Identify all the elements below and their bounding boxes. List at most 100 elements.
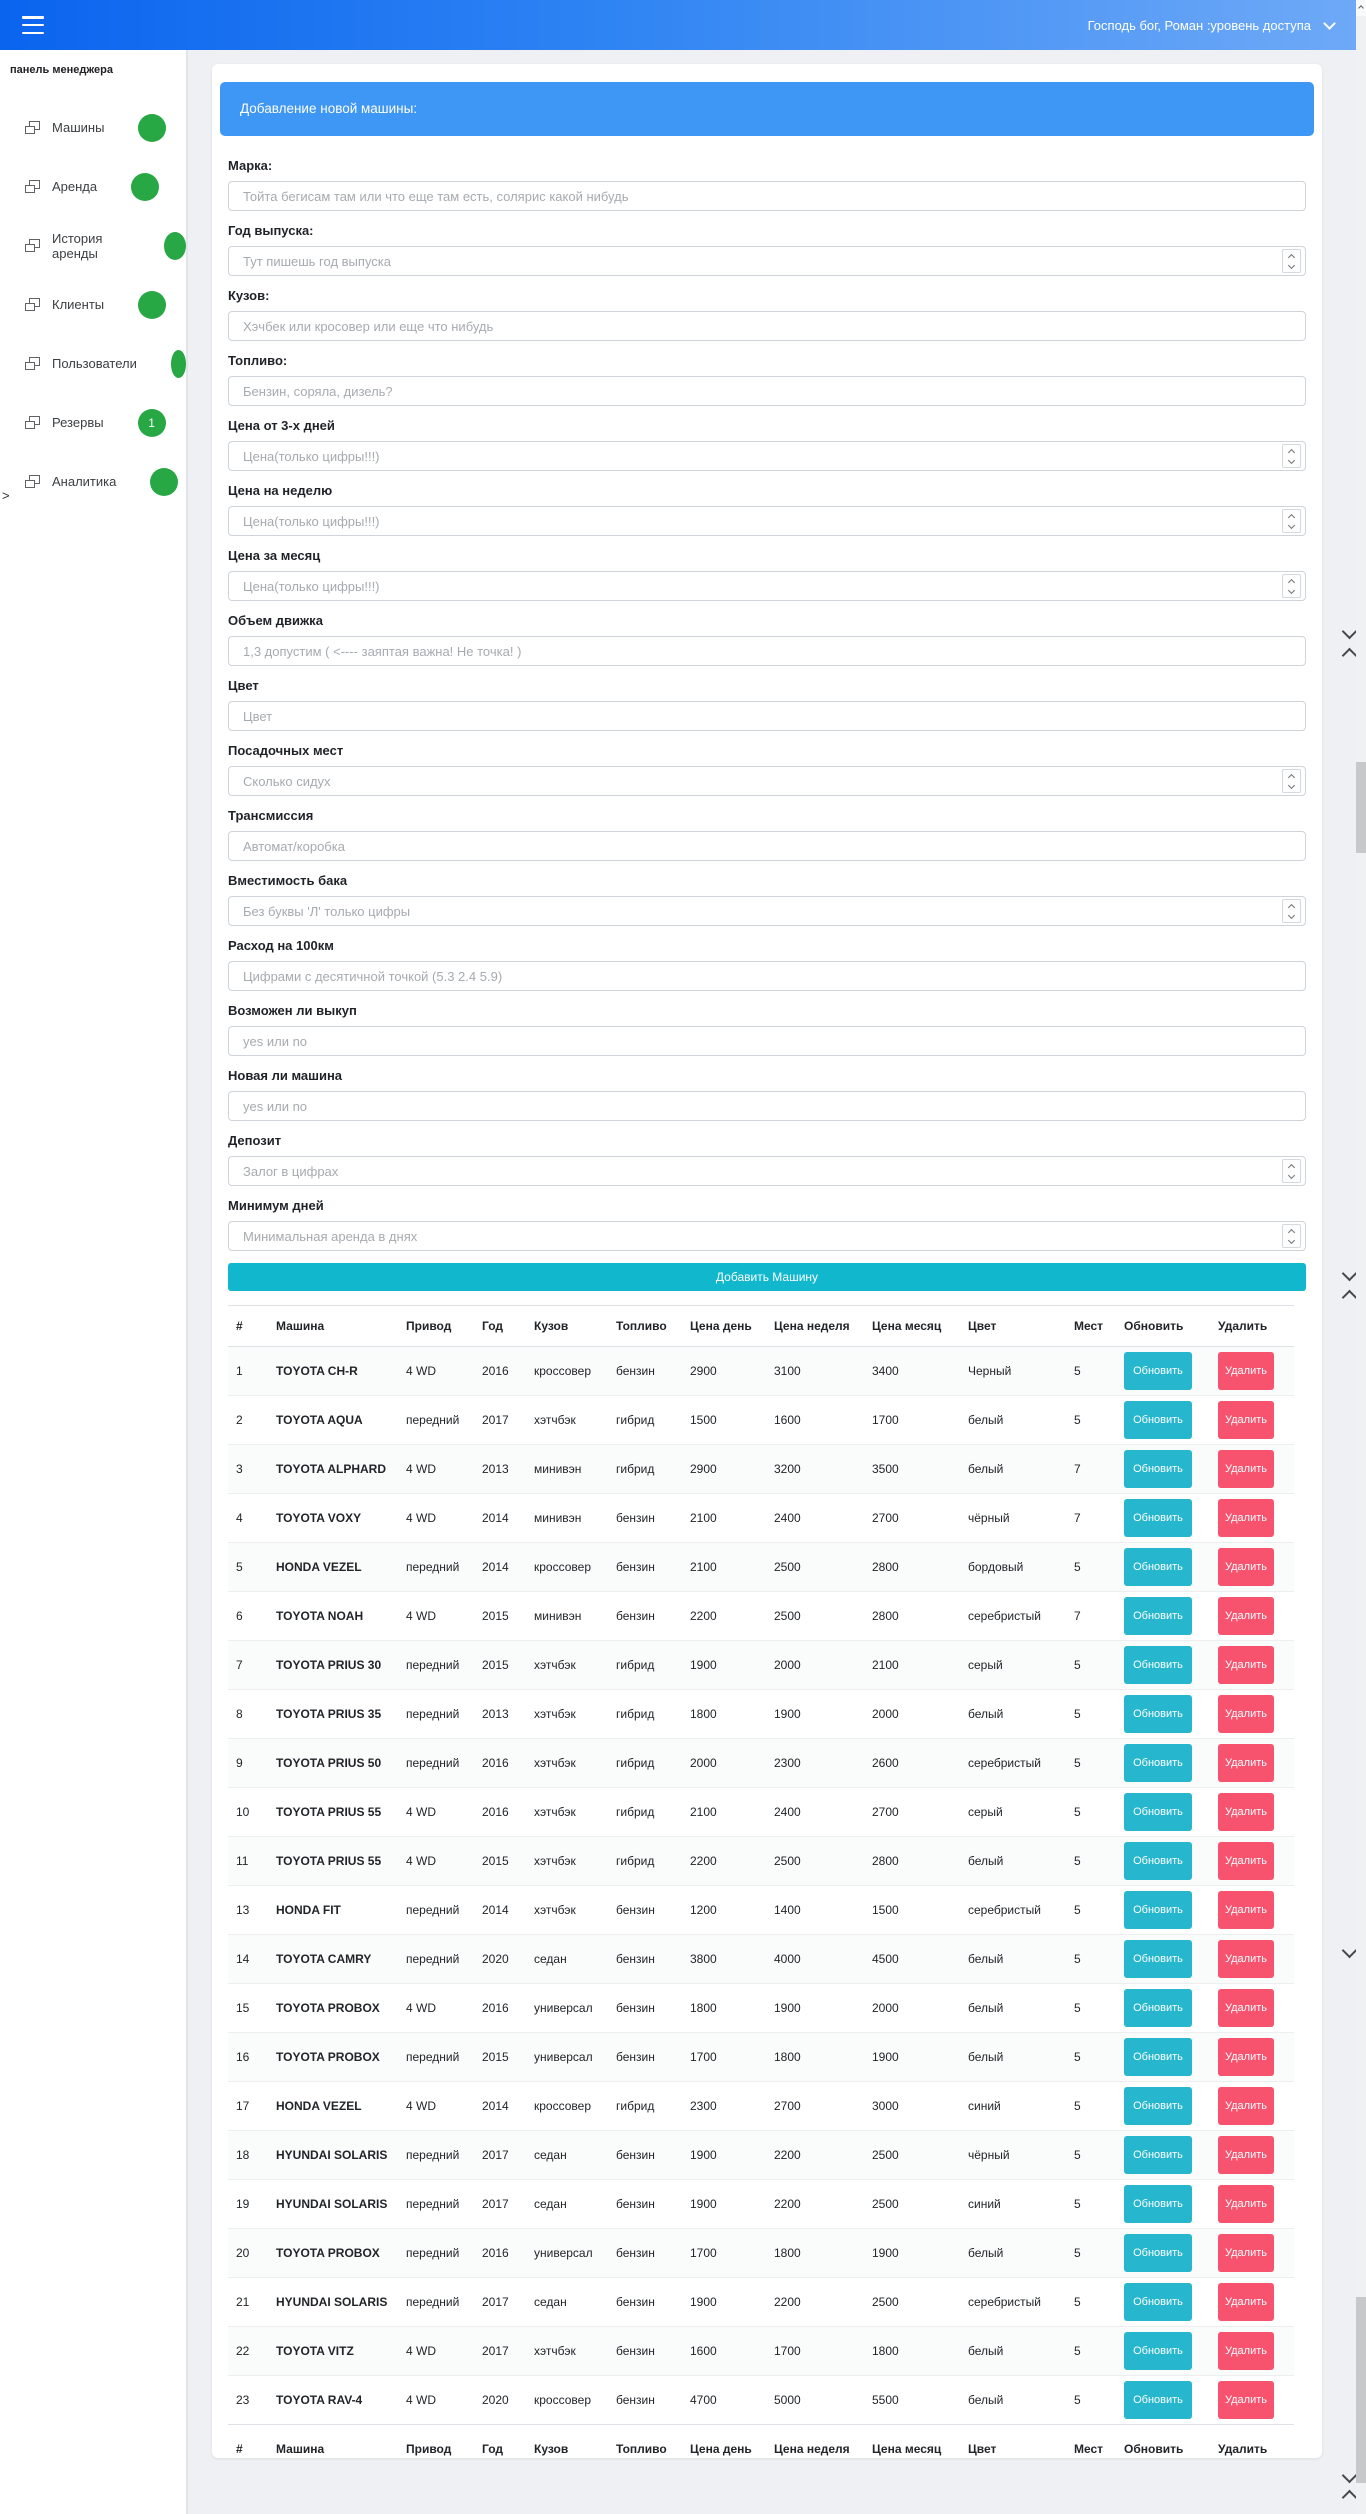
update-button[interactable]: Обновить — [1124, 2185, 1192, 2223]
update-button[interactable]: Обновить — [1124, 1793, 1192, 1831]
field-input-8[interactable] — [228, 701, 1306, 731]
update-button[interactable]: Обновить — [1124, 1499, 1192, 1537]
sidebar-item-2[interactable]: История аренды — [0, 216, 186, 275]
update-button[interactable]: Обновить — [1124, 1940, 1192, 1978]
table-row: 16 TOYOTA PROBOX передний 2015 универсал… — [228, 2032, 1294, 2082]
update-button[interactable]: Обновить — [1124, 1891, 1192, 1929]
delete-button[interactable]: Удалить — [1218, 2332, 1274, 2370]
delete-button[interactable]: Удалить — [1218, 1548, 1274, 1586]
number-spinner[interactable] — [1282, 1224, 1301, 1248]
number-spinner[interactable] — [1282, 1159, 1301, 1183]
delete-button[interactable]: Удалить — [1218, 1646, 1274, 1684]
delete-button[interactable]: Удалить — [1218, 1793, 1274, 1831]
field-input-15[interactable] — [228, 1156, 1306, 1186]
update-button[interactable]: Обновить — [1124, 2234, 1192, 2272]
update-button[interactable]: Обновить — [1124, 2332, 1192, 2370]
sidebar-item-3[interactable]: Клиенты — [0, 275, 186, 334]
cell-fuel: гибрид — [608, 1444, 682, 1494]
form-field: Цена от 3-х дней — [228, 418, 1306, 471]
cell-price-day: 2100 — [682, 1787, 766, 1837]
delete-button[interactable]: Удалить — [1218, 2283, 1274, 2321]
sidebar-item-6[interactable]: Аналитика — [0, 452, 186, 511]
delete-button[interactable]: Удалить — [1218, 1597, 1274, 1635]
delete-button[interactable]: Удалить — [1218, 1401, 1274, 1439]
column-header: Цена неделя — [766, 1305, 864, 1347]
cell-price-day: 1600 — [682, 2326, 766, 2376]
cell-fuel: бензин — [608, 1591, 682, 1641]
field-input-5[interactable] — [228, 506, 1306, 536]
delete-button[interactable]: Удалить — [1218, 2185, 1274, 2223]
delete-button[interactable]: Удалить — [1218, 1450, 1274, 1488]
update-button[interactable]: Обновить — [1124, 1695, 1192, 1733]
field-input-14[interactable] — [228, 1091, 1306, 1121]
number-spinner[interactable] — [1282, 444, 1301, 468]
delete-button[interactable]: Удалить — [1218, 2038, 1274, 2076]
scrollbar-thumb[interactable] — [1356, 2297, 1366, 2483]
field-input-1[interactable] — [228, 246, 1306, 276]
sidebar-item-4[interactable]: Пользователи — [0, 334, 186, 393]
cell-price-month: 3400 — [872, 1364, 899, 1378]
delete-button[interactable]: Удалить — [1218, 2381, 1274, 2419]
cell-car-name: HONDA FIT — [268, 1885, 398, 1935]
browser-scrollbar[interactable] — [1356, 0, 1366, 2514]
update-button[interactable]: Обновить — [1124, 2381, 1192, 2419]
update-button[interactable]: Обновить — [1124, 2087, 1192, 2125]
update-button[interactable]: Обновить — [1124, 1450, 1192, 1488]
field-input-12[interactable] — [228, 961, 1306, 991]
user-menu[interactable]: Господь бог, Роман :уровень доступа — [1088, 17, 1336, 33]
update-button[interactable]: Обновить — [1124, 1744, 1192, 1782]
cell-update: Обновить — [1116, 1836, 1210, 1886]
field-input-7[interactable] — [228, 636, 1306, 666]
sidebar-item-5[interactable]: Резервы 1 — [0, 393, 186, 452]
field-input-2[interactable] — [228, 311, 1306, 341]
delete-button[interactable]: Удалить — [1218, 2234, 1274, 2272]
scroll-down-icon — [1341, 1942, 1358, 1959]
number-spinner[interactable] — [1282, 899, 1301, 923]
update-button[interactable]: Обновить — [1124, 1646, 1192, 1684]
field-input-10[interactable] — [228, 831, 1306, 861]
delete-button[interactable]: Удалить — [1218, 1842, 1274, 1880]
scrollbar-thumb[interactable] — [1356, 762, 1366, 853]
field-input-4[interactable] — [228, 441, 1306, 471]
number-spinner[interactable] — [1282, 769, 1301, 793]
table-row: 2 TOYOTA AQUA передний 2017 хэтчбэк гибр… — [228, 1395, 1294, 1445]
field-input-9[interactable] — [228, 766, 1306, 796]
update-button[interactable]: Обновить — [1124, 1597, 1192, 1635]
delete-button[interactable]: Удалить — [1218, 2087, 1274, 2125]
delete-button[interactable]: Удалить — [1218, 2136, 1274, 2174]
add-car-button[interactable]: Добавить Машину — [228, 1263, 1306, 1291]
sidebar-item-1[interactable]: Аренда — [0, 157, 186, 216]
field-input-3[interactable] — [228, 376, 1306, 406]
delete-button[interactable]: Удалить — [1218, 1695, 1274, 1733]
delete-button[interactable]: Удалить — [1218, 1989, 1274, 2027]
update-button[interactable]: Обновить — [1124, 1352, 1192, 1390]
number-spinner[interactable] — [1282, 574, 1301, 598]
cell-price-week: 2200 — [766, 2277, 864, 2327]
number-spinner[interactable] — [1282, 249, 1301, 273]
field-input-6[interactable] — [228, 571, 1306, 601]
update-button[interactable]: Обновить — [1124, 1842, 1192, 1880]
number-spinner[interactable] — [1282, 509, 1301, 533]
delete-button[interactable]: Удалить — [1218, 1940, 1274, 1978]
cell-body: хэтчбэк — [526, 1885, 608, 1935]
delete-button[interactable]: Удалить — [1218, 1744, 1274, 1782]
update-button[interactable]: Обновить — [1124, 2038, 1192, 2076]
update-button[interactable]: Обновить — [1124, 2136, 1192, 2174]
scrollbar-up-button[interactable] — [1356, 0, 1366, 16]
field-input-16[interactable] — [228, 1221, 1306, 1251]
delete-button[interactable]: Удалить — [1218, 1891, 1274, 1929]
update-button[interactable]: Обновить — [1124, 1548, 1192, 1586]
delete-button[interactable]: Удалить — [1218, 1352, 1274, 1390]
update-button[interactable]: Обновить — [1124, 2283, 1192, 2321]
field-input-11[interactable] — [228, 896, 1306, 926]
field-input-13[interactable] — [228, 1026, 1306, 1056]
column-header: Машина — [268, 2424, 398, 2473]
hamburger-menu-button[interactable] — [22, 16, 44, 34]
update-button[interactable]: Обновить — [1124, 1989, 1192, 2027]
cell-year: 2017 — [474, 2179, 526, 2229]
field-input-0[interactable] — [228, 181, 1306, 211]
delete-button[interactable]: Удалить — [1218, 1499, 1274, 1537]
cell-fuel: бензин — [608, 1934, 682, 1984]
update-button[interactable]: Обновить — [1124, 1401, 1192, 1439]
sidebar-item-0[interactable]: Машины — [0, 98, 186, 157]
